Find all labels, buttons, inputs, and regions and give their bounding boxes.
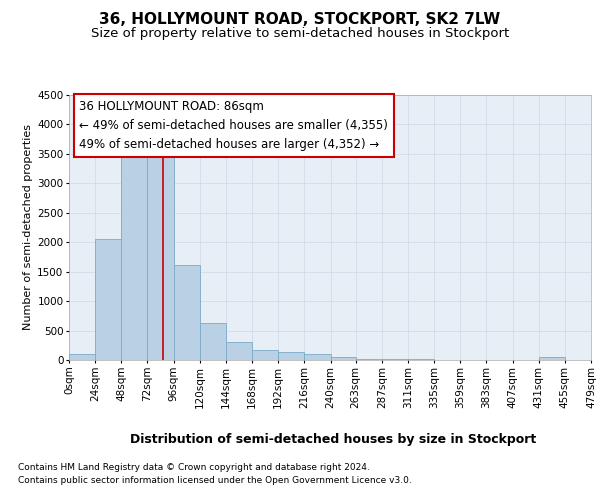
Bar [200, 323, 226, 360]
Bar [226, 342, 252, 360]
Bar [278, 352, 304, 360]
Text: Contains HM Land Registry data © Crown copyright and database right 2024.: Contains HM Land Registry data © Crown c… [18, 464, 370, 472]
Bar [356, 359, 382, 360]
Text: 36 HOLLYMOUNT ROAD: 86sqm
← 49% of semi-detached houses are smaller (4,355)
49% : 36 HOLLYMOUNT ROAD: 86sqm ← 49% of semi-… [79, 100, 388, 152]
Bar [382, 359, 408, 360]
Bar [539, 357, 565, 360]
Bar [121, 139, 148, 360]
Bar [148, 139, 173, 360]
Bar [69, 354, 95, 360]
Bar [95, 238, 121, 360]
Bar [304, 354, 331, 360]
Text: Size of property relative to semi-detached houses in Stockport: Size of property relative to semi-detach… [91, 28, 509, 40]
Text: Distribution of semi-detached houses by size in Stockport: Distribution of semi-detached houses by … [130, 432, 536, 446]
Bar [252, 350, 278, 360]
Y-axis label: Number of semi-detached properties: Number of semi-detached properties [23, 124, 33, 330]
Bar [173, 264, 200, 360]
Bar [331, 357, 356, 360]
Text: Contains public sector information licensed under the Open Government Licence v3: Contains public sector information licen… [18, 476, 412, 485]
Text: 36, HOLLYMOUNT ROAD, STOCKPORT, SK2 7LW: 36, HOLLYMOUNT ROAD, STOCKPORT, SK2 7LW [100, 12, 500, 28]
